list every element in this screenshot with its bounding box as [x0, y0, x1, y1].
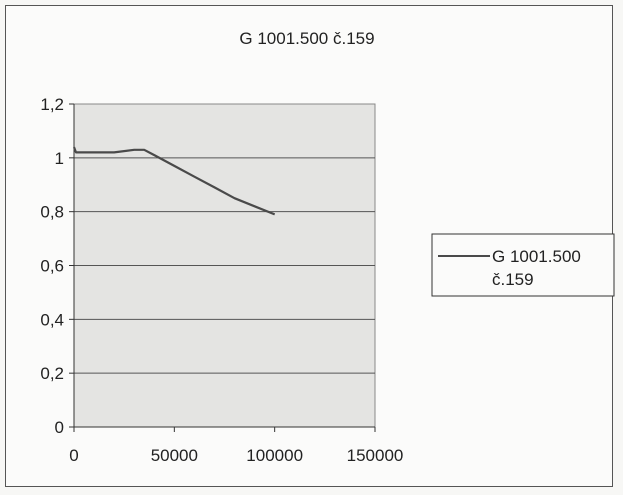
y-tick-label: 0,8 — [40, 203, 64, 222]
y-tick-label: 0,4 — [40, 310, 64, 329]
series-group — [72, 146, 276, 216]
x-axis-ticks: 0 50000 100000 150000 — [69, 427, 403, 465]
legend-label-line1: G 1001.500 — [492, 247, 581, 266]
legend-label-line2: č.159 — [492, 270, 534, 289]
x-tick-label: 50000 — [151, 446, 198, 465]
gridlines — [74, 157, 375, 374]
x-tick-label: 100000 — [246, 446, 303, 465]
y-tick-label: 0,2 — [40, 364, 64, 383]
y-tick-label: 0,6 — [40, 257, 64, 276]
x-tick-label: 150000 — [347, 446, 404, 465]
y-tick-label: 0 — [55, 418, 64, 437]
chart-title: G 1001.500 č.159 — [239, 29, 374, 48]
y-tick-label: 1 — [55, 149, 64, 168]
legend: G 1001.500 č.159 — [431, 233, 615, 297]
legend-box — [431, 233, 615, 297]
series-line — [72, 146, 276, 216]
y-axis-ticks: 0 0,2 0,4 0,6 0,8 1 1,2 — [40, 95, 74, 437]
y-tick-label: 1,2 — [40, 95, 64, 114]
x-tick-label: 0 — [69, 446, 78, 465]
